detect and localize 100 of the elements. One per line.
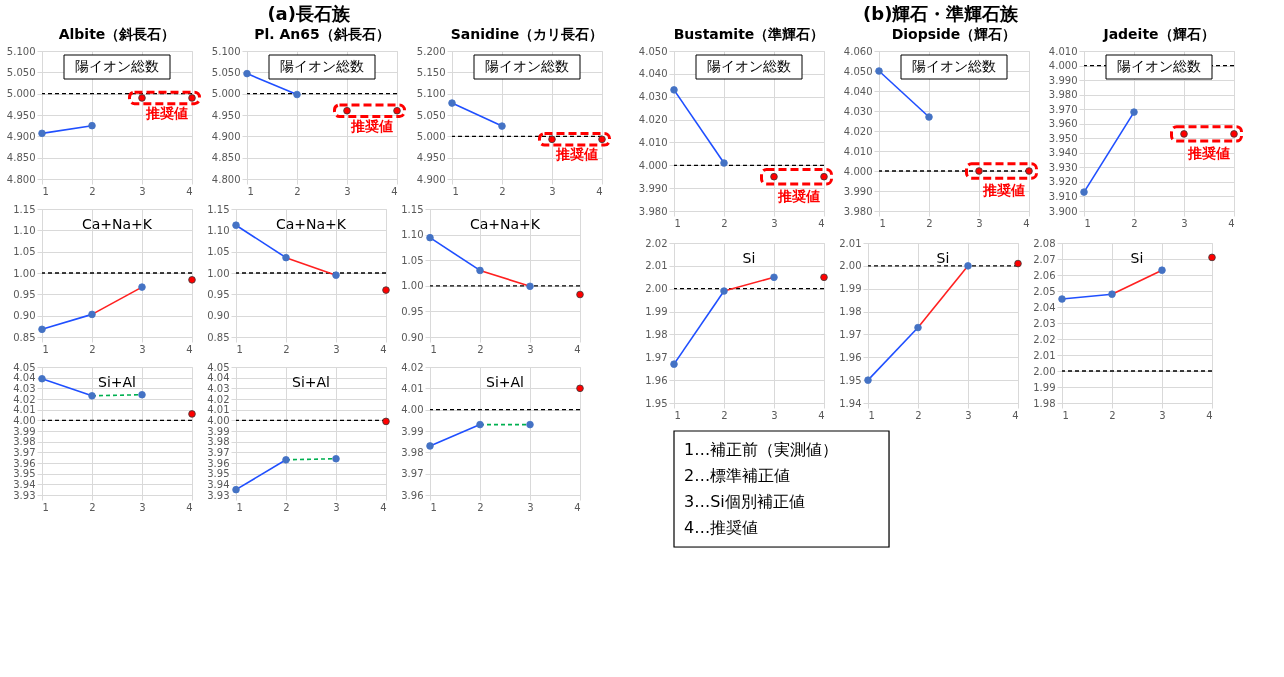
- x-tick-label: 3: [771, 409, 778, 421]
- y-tick-label: 1.10: [13, 224, 36, 236]
- point: [975, 167, 983, 175]
- point: [925, 113, 933, 121]
- point: [282, 253, 290, 262]
- y-tick-label: 1.98: [839, 306, 862, 318]
- point: [188, 410, 196, 418]
- y-tick-label: 4.00: [207, 414, 230, 426]
- x-tick-label: 2: [915, 409, 922, 421]
- point: [1180, 130, 1188, 138]
- y-tick-label: 4.950: [211, 109, 241, 121]
- point: [576, 384, 584, 393]
- y-tick-label: 3.960: [1048, 118, 1078, 130]
- x-tick-label: 4: [818, 217, 825, 229]
- y-tick-label: 1.10: [207, 224, 230, 236]
- y-tick-label: 4.010: [1048, 45, 1078, 57]
- y-tick-label: 1.95: [839, 374, 862, 386]
- x-tick-label: 1: [42, 343, 49, 355]
- x-tick-label: 1: [42, 501, 49, 513]
- x-tick-label: 4: [1012, 409, 1019, 421]
- y-tick-label: 5.050: [6, 66, 36, 78]
- chart-title: Sanidine（カリ長石）: [450, 26, 604, 42]
- y-tick-label: 5.000: [211, 88, 241, 100]
- y-tick-label: 0.90: [207, 310, 230, 322]
- y-tick-label: 3.99: [13, 425, 36, 437]
- x-tick-label: 1: [247, 185, 254, 197]
- x-tick-label: 4: [1023, 217, 1030, 229]
- y-tick-label: 0.85: [207, 331, 230, 343]
- point: [526, 420, 534, 429]
- x-tick-label: 1: [879, 217, 886, 229]
- x-tick-label: 3: [965, 409, 972, 421]
- y-tick-label: 5.100: [211, 45, 241, 57]
- x-tick-label: 1: [1062, 409, 1069, 421]
- x-tick-label: 3: [1159, 409, 1166, 421]
- text: 陽イオン総数: [707, 58, 791, 74]
- y-tick-label: 4.01: [401, 382, 424, 394]
- y-tick-label: 2.00: [645, 283, 668, 295]
- x-tick-label: 2: [294, 185, 301, 197]
- text: Ca+Na+K: [469, 216, 541, 232]
- y-tick-label: 1.05: [207, 246, 230, 258]
- annotation: 推奨値: [350, 117, 393, 134]
- point: [88, 310, 96, 319]
- y-tick-label: 4.060: [843, 45, 873, 57]
- y-tick-label: 0.95: [401, 305, 424, 317]
- annotation: 推奨値: [145, 104, 188, 121]
- point: [476, 420, 484, 429]
- annotation: 推奨値: [777, 187, 820, 204]
- y-tick-label: 1.99: [1033, 381, 1056, 393]
- y-tick-label: 2.01: [645, 260, 668, 272]
- point: [964, 262, 972, 270]
- y-tick-label: 4.04: [13, 372, 36, 384]
- point: [720, 287, 728, 295]
- point: [188, 94, 196, 102]
- y-tick-label: 4.900: [6, 130, 36, 142]
- y-tick-label: 4.03: [207, 382, 230, 394]
- point: [1014, 259, 1022, 268]
- y-tick-label: 3.98: [401, 446, 424, 458]
- point: [598, 135, 606, 144]
- x-tick-label: 1: [430, 343, 437, 355]
- y-tick-label: 4.03: [13, 382, 36, 394]
- y-tick-label: 1.05: [13, 246, 36, 258]
- y-tick-label: 2.02: [1033, 333, 1056, 345]
- x-tick-label: 4: [186, 501, 193, 513]
- point: [548, 135, 556, 144]
- y-tick-label: 5.000: [6, 88, 36, 100]
- y-tick-label: 5.100: [416, 88, 446, 100]
- x-tick-label: 2: [283, 501, 290, 513]
- y-tick-label: 3.93: [13, 489, 36, 501]
- point: [332, 454, 340, 463]
- y-tick-label: 4.02: [401, 361, 424, 373]
- x-tick-label: 3: [139, 185, 146, 197]
- y-tick-label: 4.850: [211, 152, 241, 164]
- y-tick-label: 1.00: [401, 280, 424, 292]
- annotation: 推奨値: [1187, 144, 1230, 161]
- y-tick-label: 2.04: [1033, 301, 1056, 313]
- y-tick-label: 1.05: [401, 254, 424, 266]
- y-tick-label: 3.930: [1048, 161, 1078, 173]
- x-tick-label: 2: [89, 501, 96, 513]
- y-tick-label: 4.800: [6, 173, 36, 185]
- y-tick-label: 1.15: [401, 203, 424, 215]
- y-tick-label: 1.98: [645, 328, 668, 340]
- y-tick-label: 0.95: [207, 288, 230, 300]
- chart-title: Diopside（輝石）: [891, 26, 1017, 42]
- x-tick-label: 3: [527, 501, 534, 513]
- x-tick-label: 3: [139, 343, 146, 355]
- x-tick-label: 3: [344, 185, 351, 197]
- text: Ca+Na+K: [81, 216, 153, 232]
- y-tick-label: 4.02: [207, 393, 230, 405]
- text: 陽イオン総数: [280, 58, 364, 74]
- y-tick-label: 4.800: [211, 173, 241, 185]
- point: [138, 94, 146, 102]
- x-tick-label: 1: [236, 343, 243, 355]
- y-tick-label: 3.97: [401, 468, 424, 480]
- point: [498, 122, 506, 130]
- x-tick-label: 2: [89, 185, 96, 197]
- y-tick-label: 4.020: [843, 125, 873, 137]
- y-tick-label: 1.00: [13, 267, 36, 279]
- text: (a)長石族: [267, 2, 351, 24]
- y-tick-label: 4.000: [638, 159, 668, 171]
- point: [138, 283, 146, 291]
